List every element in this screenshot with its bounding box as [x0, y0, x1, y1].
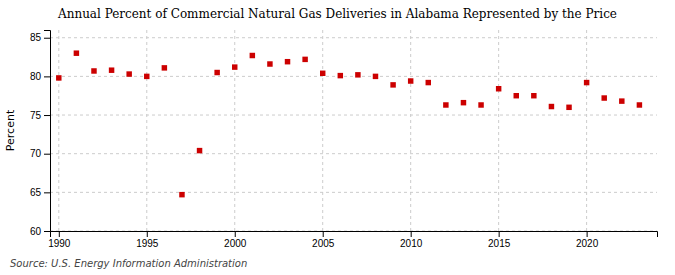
tick-label: 85	[30, 32, 42, 43]
grid-line	[50, 37, 657, 38]
axis-line	[51, 232, 658, 238]
point	[232, 64, 237, 69]
point	[144, 74, 149, 79]
tick: 75	[30, 110, 50, 121]
point	[514, 93, 519, 98]
point	[267, 61, 272, 66]
point	[320, 71, 325, 76]
tick-mark	[587, 231, 588, 237]
tick-label: 1995	[136, 238, 159, 249]
point	[250, 53, 255, 58]
point	[461, 100, 466, 105]
points	[56, 50, 642, 197]
point	[619, 98, 624, 103]
tick: 2015	[488, 231, 511, 249]
grid-line	[234, 30, 235, 231]
tick-mark	[44, 76, 50, 77]
point	[285, 59, 290, 64]
grid-line	[58, 30, 59, 231]
point	[197, 148, 202, 153]
point	[302, 57, 307, 62]
point	[584, 80, 589, 85]
point	[74, 50, 79, 55]
tick-label: 2005	[312, 238, 335, 249]
tick: 60	[30, 226, 50, 237]
tick-label: 2015	[488, 238, 511, 249]
point	[566, 105, 571, 110]
tick-mark	[323, 231, 324, 237]
grid-line	[50, 192, 657, 193]
plot: 1990 1995 2000 2005 2010 2015 2020 60 65 70 75 80 85…	[4, 30, 658, 249]
x-axis: 1990 1995 2000 2005 2010 2015 2020	[48, 231, 657, 249]
tick-mark	[147, 231, 148, 237]
tick-mark	[44, 192, 50, 193]
point	[408, 78, 413, 83]
point	[56, 75, 61, 80]
tick: 2000	[224, 231, 247, 249]
tick: 2010	[400, 231, 423, 249]
point	[162, 65, 167, 70]
point	[601, 95, 606, 100]
point	[496, 86, 501, 91]
point	[637, 102, 642, 107]
tick-label: 60	[30, 226, 42, 237]
y-axis-title: Percent	[4, 109, 17, 151]
tick-mark	[59, 231, 60, 237]
point	[109, 67, 114, 72]
grid-line	[146, 30, 147, 231]
title: Annual Percent of Commercial Natural Gas…	[57, 7, 617, 21]
tick-label: 70	[30, 148, 42, 159]
tick-label: 2020	[576, 238, 599, 249]
tick: 65	[30, 187, 50, 198]
y-axis: 60 65 70 75 80 85	[30, 31, 51, 237]
point	[373, 74, 378, 79]
grid-line	[322, 30, 323, 231]
grid-line	[50, 153, 657, 154]
grid-line	[586, 30, 587, 231]
point	[91, 68, 96, 73]
point	[426, 80, 431, 85]
tick-mark	[44, 38, 50, 39]
grid-line	[410, 30, 411, 231]
chart: 1990 1995 2000 2005 2010 2015 2020 60 65 70 75 80 85…	[0, 0, 675, 275]
point	[549, 104, 554, 109]
tick-mark	[411, 231, 412, 237]
point	[126, 71, 131, 76]
tick: 85	[30, 32, 50, 43]
tick: 2005	[312, 231, 335, 249]
point	[355, 72, 360, 77]
tick: 1995	[136, 231, 159, 249]
grid-line	[50, 76, 657, 77]
point	[531, 93, 536, 98]
axis-line	[44, 31, 51, 232]
tick-label: 1990	[48, 238, 71, 249]
tick: 80	[30, 71, 50, 82]
point	[443, 102, 448, 107]
tick: 1990	[48, 231, 71, 249]
point	[390, 82, 395, 87]
point	[478, 102, 483, 107]
tick-mark	[235, 231, 236, 237]
grid-line	[50, 115, 657, 116]
tick-label: 2010	[400, 238, 423, 249]
tick-label: 75	[30, 110, 42, 121]
tick-mark	[44, 154, 50, 155]
tick-mark	[499, 231, 500, 237]
point	[214, 70, 219, 75]
tick-label: 2000	[224, 238, 247, 249]
tick-mark	[44, 231, 50, 232]
grid-line	[498, 30, 499, 231]
tick: 70	[30, 148, 50, 159]
grid	[50, 30, 657, 231]
tick-label: 80	[30, 71, 42, 82]
point	[179, 192, 184, 197]
tick-mark	[44, 115, 50, 116]
tick-label: 65	[30, 187, 42, 198]
tick: 2020	[576, 231, 599, 249]
point	[338, 73, 343, 78]
source-note: Source: U.S. Energy Information Administ…	[10, 258, 247, 269]
